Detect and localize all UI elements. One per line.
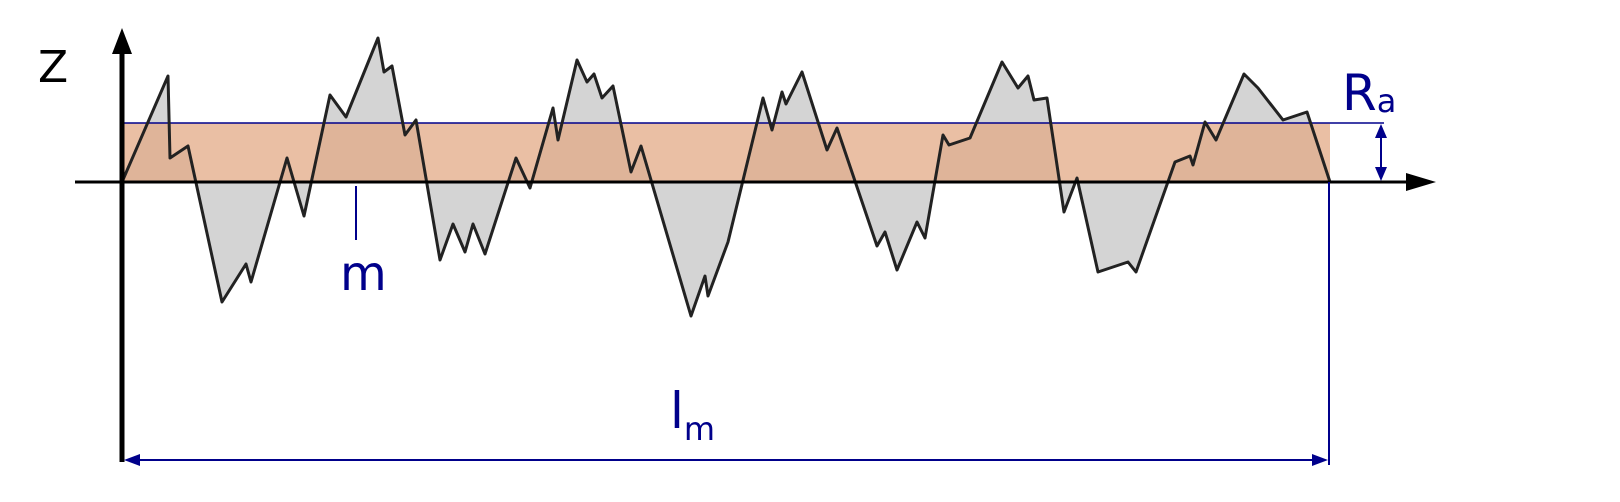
lm-arrowhead-right	[1312, 454, 1328, 466]
z-axis-arrowhead	[112, 28, 132, 54]
profile-fill-area	[122, 38, 1330, 316]
ra-arrowhead-top	[1375, 124, 1387, 138]
profile-line	[120, 36, 1332, 318]
mean-line-label: m	[340, 246, 387, 302]
lm-arrowhead-left	[124, 454, 140, 466]
length-label: lm	[670, 382, 715, 448]
ra-label-sub: a	[1377, 82, 1397, 120]
length-label-sub: m	[684, 410, 715, 448]
x-axis-arrowhead	[1406, 173, 1436, 191]
ra-label: Ra	[1342, 64, 1396, 122]
ra-band	[122, 123, 1330, 182]
ra-label-main: R	[1342, 64, 1377, 122]
z-axis-label: Z	[38, 42, 68, 93]
ra-arrowhead-bottom	[1375, 167, 1387, 181]
length-label-main: l	[670, 382, 684, 440]
